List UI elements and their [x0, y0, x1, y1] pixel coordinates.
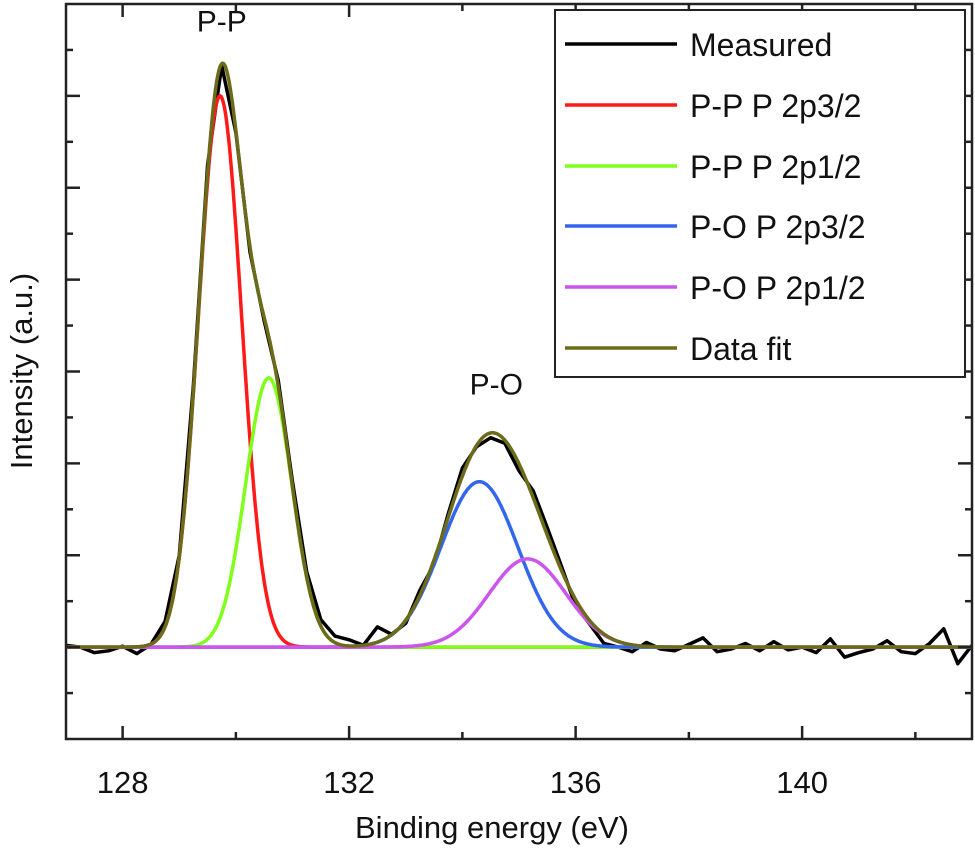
- legend: Measured P-P P 2p3/2 P-P P 2p1/2 P-O P 2…: [554, 9, 966, 378]
- series-line-pp-2p12: [66, 376, 972, 649]
- legend-label-po-2p12: P-O P 2p1/2: [690, 270, 866, 306]
- series-line-po-2p32: [66, 480, 972, 649]
- legend-label-measured: Measured: [690, 27, 832, 63]
- x-axis-title: Binding energy (eV): [355, 810, 629, 845]
- plot-lines: [66, 61, 972, 666]
- x-tick-label: 132: [323, 765, 375, 800]
- legend-label-pp-2p32: P-P P 2p3/2: [690, 88, 861, 124]
- series-line-data-fit: [66, 61, 972, 649]
- x-tick-label: 136: [550, 765, 602, 800]
- legend-box: [554, 9, 966, 378]
- x-tick-label: 140: [776, 765, 828, 800]
- series-line-po-2p12: [66, 557, 972, 649]
- x-tick-label: 128: [97, 765, 149, 800]
- legend-label-data-fit: Data fit: [690, 331, 791, 367]
- annotation-p-p: P-P: [197, 6, 247, 39]
- legend-label-pp-2p12: P-P P 2p1/2: [690, 149, 861, 185]
- legend-label-po-2p32: P-O P 2p3/2: [690, 209, 866, 245]
- annotation-p-o: P-O: [470, 368, 523, 401]
- x-tick-labels: 128 132 136 140: [97, 765, 828, 800]
- y-axis-title: Intensity (a.u.): [4, 273, 39, 469]
